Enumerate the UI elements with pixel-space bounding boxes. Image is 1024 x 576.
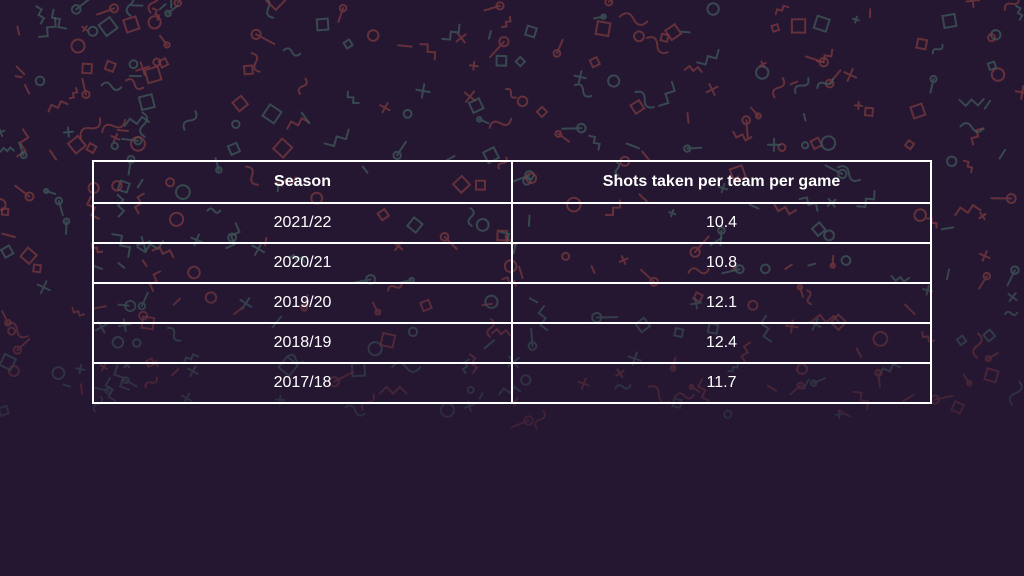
- column-header-shots: Shots taken per team per game: [511, 160, 932, 204]
- shots-cell: 12.1: [511, 282, 932, 324]
- shots-cell: 10.8: [511, 242, 932, 284]
- table-row: 2018/19 12.4: [91, 322, 932, 364]
- season-cell: 2017/18: [91, 362, 514, 404]
- season-cell: 2019/20: [91, 282, 514, 324]
- shots-cell: 10.4: [511, 202, 932, 244]
- table-row: 2020/21 10.8: [91, 242, 932, 284]
- table-header-row: Season Shots taken per team per game: [91, 160, 932, 204]
- table-row: 2017/18 11.7: [91, 362, 932, 404]
- table-row: 2021/22 10.4: [91, 202, 932, 244]
- season-cell: 2021/22: [91, 202, 514, 244]
- shots-cell: 11.7: [511, 362, 932, 404]
- column-header-season: Season: [91, 160, 514, 204]
- season-cell: 2020/21: [91, 242, 514, 284]
- shots-cell: 12.4: [511, 322, 932, 364]
- season-cell: 2018/19: [91, 322, 514, 364]
- shots-table: Season Shots taken per team per game 202…: [91, 160, 932, 404]
- table-row: 2019/20 12.1: [91, 282, 932, 324]
